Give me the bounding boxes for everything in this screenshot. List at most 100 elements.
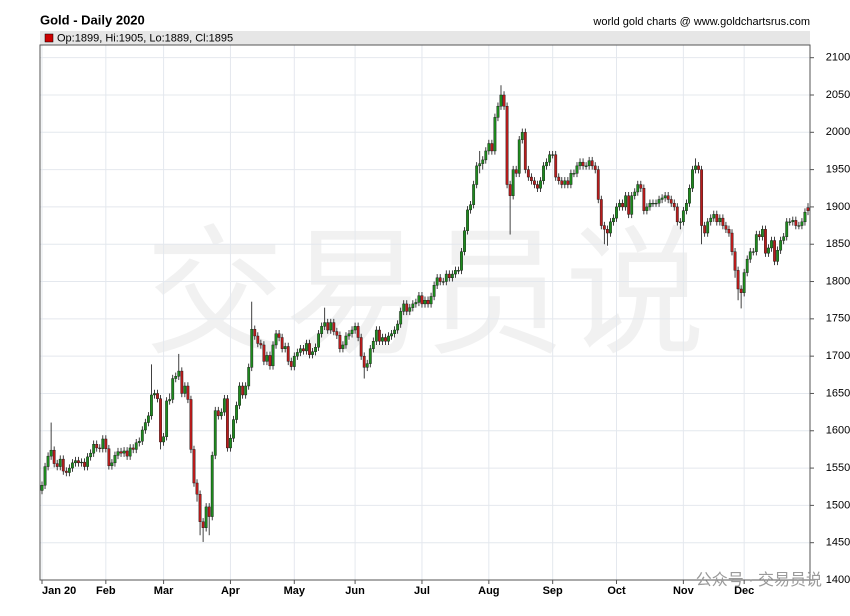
candle-body [302, 348, 305, 352]
candle-body [709, 217, 713, 223]
candle-body [700, 169, 704, 226]
candle-body [207, 506, 211, 517]
candle-body [761, 229, 764, 237]
candle-body [332, 322, 336, 332]
candle-body [548, 154, 552, 163]
candle-body [599, 199, 603, 226]
candle-body [359, 337, 363, 357]
candle-body [150, 394, 153, 417]
candle-body [335, 331, 339, 336]
candle-body [773, 240, 776, 262]
candle-body [551, 154, 555, 156]
candle-body [800, 221, 804, 226]
candle-body [630, 195, 634, 215]
candle-body [463, 230, 466, 252]
candle-body [529, 176, 533, 182]
candle-body [627, 195, 631, 215]
candle-body [244, 385, 248, 396]
x-tick-label: Feb [96, 585, 116, 597]
candle-body [77, 460, 80, 464]
candle-body [502, 94, 506, 107]
candle-body [475, 165, 479, 185]
candle-body [67, 467, 71, 473]
candle-body [156, 393, 159, 399]
candle-body [441, 281, 445, 283]
candle-body [490, 143, 494, 152]
candle-body [399, 311, 403, 325]
candle-body [411, 303, 415, 308]
candle-body [669, 199, 673, 204]
x-tick-label: May [284, 585, 306, 597]
candle-body [226, 398, 229, 449]
candle-body [797, 225, 801, 227]
candle-body [219, 411, 223, 417]
candle-body [496, 105, 500, 118]
candle-body [417, 295, 421, 303]
candle-body [639, 184, 643, 189]
candle-body [268, 355, 272, 367]
candle-body [609, 221, 612, 234]
candle-body [447, 273, 451, 279]
candle-body [712, 214, 716, 219]
candle-body [432, 285, 436, 297]
candle-body [192, 449, 196, 484]
candle-body [457, 270, 460, 272]
candle-body [180, 370, 184, 394]
candle-body [757, 234, 761, 237]
candle-body [378, 329, 381, 342]
candle-body [238, 385, 241, 406]
candle-body [329, 322, 333, 331]
candle-body [183, 385, 187, 394]
candle-body [742, 272, 746, 293]
candle-body [566, 180, 570, 185]
y-tick-label: 1950 [826, 164, 850, 176]
candle-body [593, 165, 597, 170]
candle-body [104, 438, 108, 449]
candle-body [140, 429, 144, 442]
candle-body [508, 184, 512, 196]
y-tick-label: 2050 [826, 89, 850, 101]
x-tick-label: Jun [345, 585, 365, 597]
y-tick-label: 1900 [826, 201, 850, 213]
candle-body [283, 346, 287, 349]
candle-body [429, 296, 433, 305]
candle-body [493, 117, 497, 152]
candle-body [86, 456, 89, 467]
candle-body [189, 399, 193, 450]
x-tick-label: Sep [543, 585, 563, 597]
candle-body [280, 337, 284, 349]
candle-body [727, 229, 731, 234]
candle-body [107, 448, 111, 467]
candle-body [256, 335, 260, 344]
candle-body [174, 376, 178, 379]
candle-body [675, 206, 679, 223]
candle-body [308, 343, 311, 355]
candle-body [484, 150, 488, 161]
candle-body [98, 447, 102, 449]
candle-body [274, 333, 278, 346]
candle-body [347, 333, 351, 337]
candle-body [657, 199, 661, 204]
candle-body [539, 180, 542, 189]
candle-body [289, 361, 293, 367]
candle-body [353, 326, 357, 331]
candle-body [271, 344, 275, 367]
candle-body [168, 399, 172, 402]
candle-body [371, 341, 375, 349]
x-tick-label: Apr [221, 585, 241, 597]
candle-body [40, 485, 44, 491]
candle-body [393, 329, 397, 334]
candle-body [241, 385, 245, 396]
candle-body [645, 206, 649, 211]
candle-body [450, 273, 454, 279]
x-tick-label: Mar [154, 585, 174, 597]
candle-body [119, 451, 123, 454]
candle-body [721, 217, 725, 226]
candle-body [654, 202, 658, 205]
candle-body [143, 422, 147, 431]
candle-body [536, 184, 539, 189]
candle-body [557, 176, 561, 182]
candle-body [788, 221, 792, 223]
candle-body [350, 329, 354, 334]
candle-body [505, 105, 509, 185]
